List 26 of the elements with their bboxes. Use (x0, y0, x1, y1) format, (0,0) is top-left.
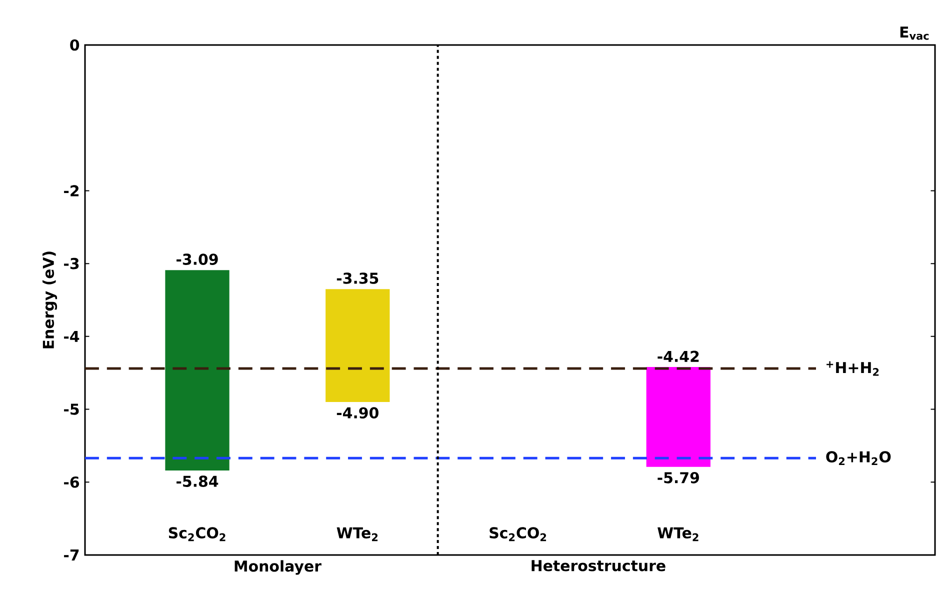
x-tick-label: Sc$_{2}$CO$_{2}$ (490, 527, 546, 542)
bar (165, 270, 230, 470)
y-tick-label: -5 (64, 404, 79, 415)
y-tick-label: 0 (70, 39, 80, 51)
y-tick-label: -2 (64, 185, 79, 196)
x-tick-label: Sc$_{2}$CO$_{2}$ (168, 527, 226, 542)
text: Monolayer (234, 560, 322, 575)
y-tick-label: -3 (64, 258, 79, 270)
x-tick-label: WTe$_{2}$ (336, 527, 378, 542)
y-tick-label: -4 (64, 330, 80, 342)
ref-line-label: $^{+}$H+H$_{2}$ (826, 361, 879, 376)
annotation: -5.84 (176, 476, 218, 487)
y-tick-label: -6 (64, 476, 80, 488)
x-tick-label: WTe$_{2}$ (658, 527, 698, 542)
bar (646, 367, 710, 467)
annotation: -4.42 (658, 350, 699, 362)
y-tick-label: -7 (64, 550, 79, 560)
annotation: -5.79 (658, 472, 699, 484)
annotation: -3.09 (176, 254, 218, 265)
text: Heterostructure (532, 560, 666, 572)
annotation: -3.35 (336, 272, 378, 284)
bar (326, 289, 390, 402)
annotation: -4.90 (336, 407, 378, 418)
text: E$_{vac}$ (900, 26, 929, 40)
ref-line-label: O$_{2}$+H$_{2}$O (826, 451, 891, 466)
y-axis-title: Energy (eV) (42, 252, 58, 348)
